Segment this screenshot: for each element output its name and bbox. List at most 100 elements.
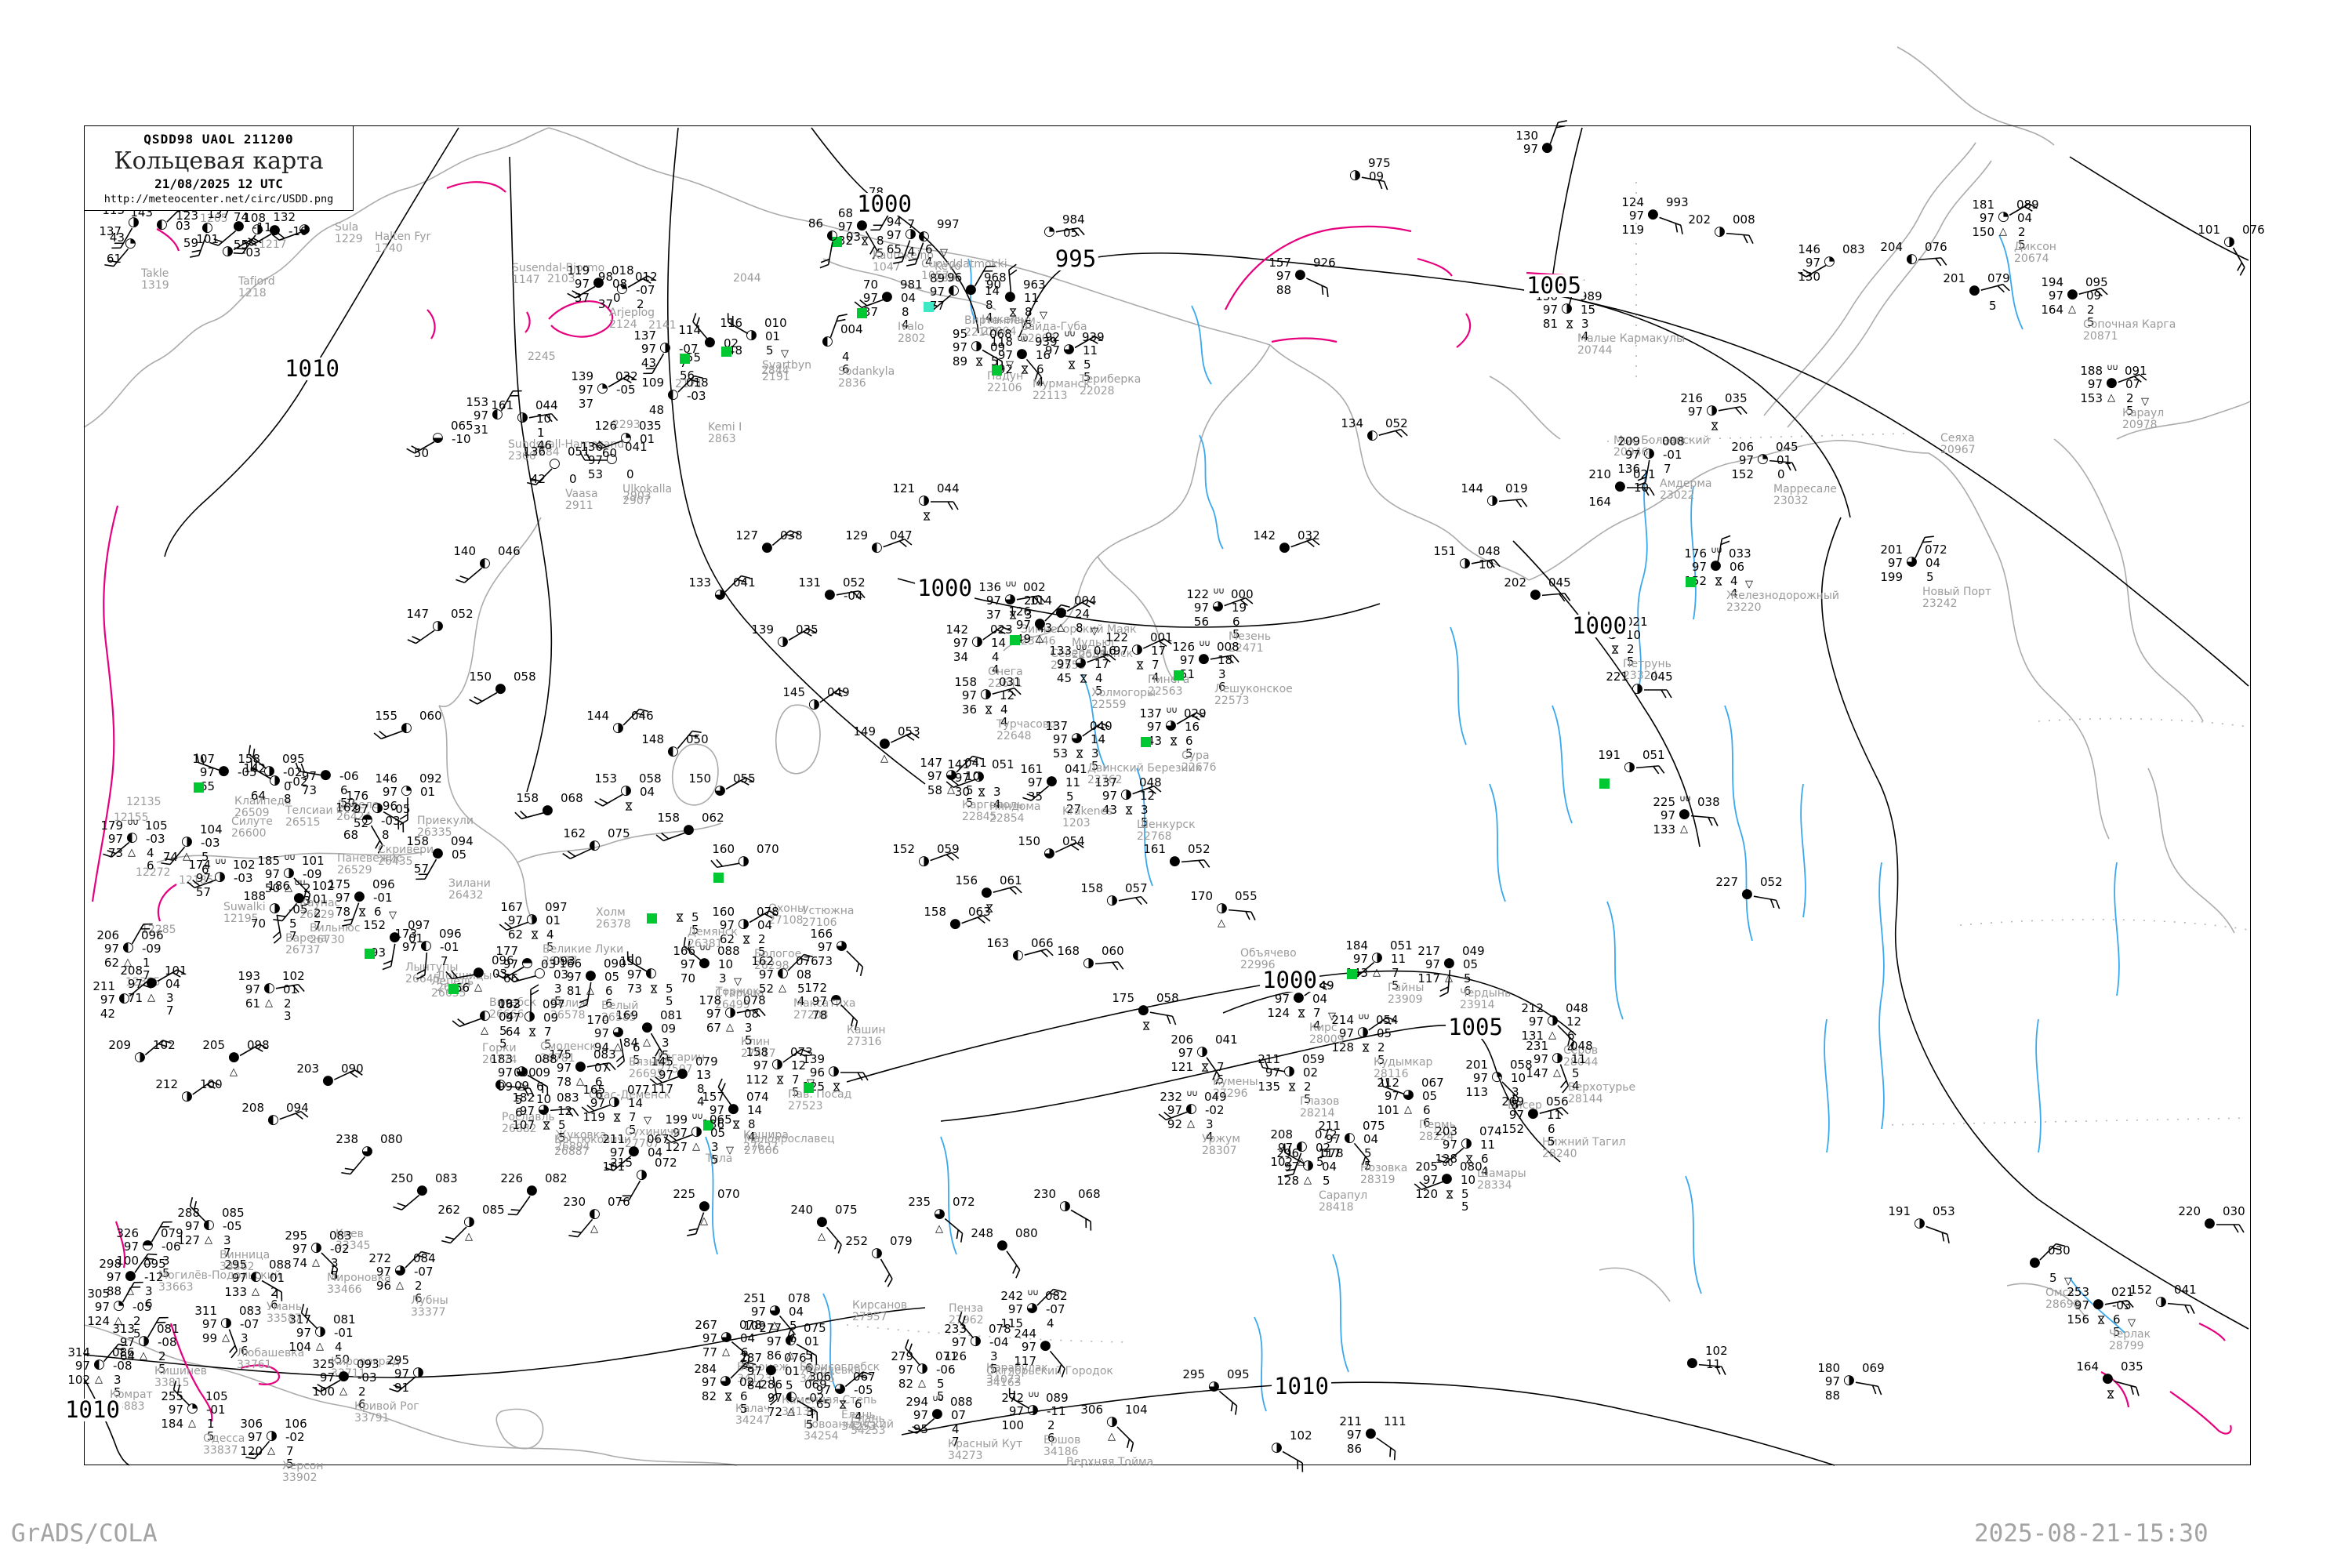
- cloud-amount-value: 8: [902, 305, 909, 319]
- pressure-tendency-value: 01: [546, 913, 561, 927]
- station-name: Виртаниеми: [964, 314, 1036, 327]
- pressure-value: 089: [2016, 198, 2039, 212]
- low-cloud-icon: △: [779, 982, 786, 994]
- pressure-value: 078: [1321, 1146, 1344, 1160]
- visibility-value: 97: [335, 891, 350, 905]
- low-cloud-icon: ⋈: [673, 913, 685, 923]
- precipitation-marker-icon: [713, 873, 724, 883]
- cloud-cover-icon: ◕: [1165, 717, 1177, 733]
- temperature-value: 149: [853, 724, 876, 739]
- pressure-tendency-value: 14: [985, 284, 1000, 298]
- cloud-height-value: 5: [711, 1152, 719, 1167]
- cloud-cover-icon: ◑: [432, 618, 444, 633]
- temperature-value: 147: [920, 756, 942, 770]
- temperature-value: 166: [810, 927, 833, 941]
- dewpoint-value: 74: [162, 850, 178, 864]
- dewpoint-value: 152: [1501, 1122, 1524, 1136]
- precipitation-marker-icon: [1599, 779, 1610, 789]
- cloud-amount-value: 3: [1581, 317, 1589, 331]
- cloud-cover-icon: ◐: [1367, 427, 1378, 443]
- render-timestamp: 2025-08-21-15:30: [1974, 1519, 2209, 1548]
- temperature-value: 295: [1182, 1367, 1205, 1381]
- low-cloud-icon: △: [935, 1223, 943, 1235]
- visibility-value: 97: [758, 967, 774, 982]
- station-id: 23242: [1922, 597, 1958, 610]
- pressure-tendency-value: 08: [744, 1007, 760, 1021]
- pressure-value: 092: [498, 996, 521, 1011]
- station-id: 26432: [448, 889, 484, 902]
- station-name: Сура: [1181, 750, 1210, 762]
- temperature-value: 139: [802, 1052, 825, 1066]
- cloud-cover-icon: ◐: [479, 1007, 491, 1023]
- temperature-value: 121: [892, 481, 915, 495]
- mid-cloud-icon: ∪∪: [932, 1393, 944, 1403]
- pressure-tendency-value: -01: [206, 1403, 226, 1417]
- pressure-value: 093: [357, 1357, 379, 1371]
- pressure-value: 070: [757, 842, 779, 856]
- visibility-value: 97: [753, 1058, 768, 1073]
- cloud-cover-icon: ◐: [492, 406, 503, 422]
- cloud-amount-value: 5: [2049, 1271, 2057, 1285]
- station-name: Vaasa: [565, 488, 598, 500]
- station-name: Новый Порт: [1922, 586, 1992, 598]
- cloud-cover-icon: ●: [233, 218, 245, 234]
- temperature-value: 184: [1345, 938, 1368, 953]
- precipitation-marker-icon: [194, 782, 204, 793]
- station-id: 26515: [285, 816, 321, 829]
- cloud-amount-value: 3: [711, 1140, 719, 1154]
- pressure-value: 102: [233, 858, 256, 872]
- station-name: Чердынь: [1460, 987, 1512, 1000]
- temperature-value: 208: [241, 1101, 264, 1115]
- temperature-value: 305: [87, 1287, 110, 1301]
- cloud-amount-value: 8: [748, 1117, 756, 1131]
- wind-barb-icon: [243, 233, 272, 246]
- pressure-value: 054: [1376, 1013, 1399, 1027]
- pressure-tendency-value: -01: [334, 1326, 354, 1340]
- pressure-tendency-value: 11: [1083, 343, 1098, 358]
- cloud-cover-icon: ◑: [1302, 1157, 1314, 1173]
- dewpoint-value: 64: [250, 789, 266, 803]
- dewpoint-value: 4: [907, 245, 915, 259]
- visibility-value: 97: [951, 1335, 967, 1349]
- temperature-value: 101: [196, 232, 219, 246]
- cloud-cover-icon: ◕: [1075, 655, 1087, 670]
- visibility-value: 97: [1346, 1428, 1362, 1442]
- pressure-value: 032: [615, 369, 638, 383]
- temperature-value: 98: [597, 270, 613, 284]
- pressure-value: 095: [143, 1257, 166, 1271]
- low-cloud-icon: △: [786, 1349, 794, 1361]
- cloud-cover-icon: ●: [228, 1049, 240, 1065]
- pressure-value: 016: [1094, 644, 1116, 658]
- wind-barb-icon: [567, 285, 596, 299]
- temperature-value: 226: [500, 1171, 523, 1185]
- station-id-label: Сеяха 20967: [1940, 432, 1976, 456]
- pressure-tendency-value: 09: [661, 1022, 677, 1036]
- station-name: Железнодорожный: [1726, 590, 1840, 602]
- temperature-value: 191: [1888, 1204, 1911, 1218]
- precipitation-marker-icon: [992, 365, 1002, 376]
- dewpoint-value: 53: [587, 467, 603, 481]
- station-id: 33902: [282, 1472, 318, 1484]
- shower-icon: ▽: [1040, 310, 1047, 321]
- dewpoint-value: 153: [2080, 391, 2103, 405]
- pressure-tendency-value: -03: [201, 836, 220, 850]
- wind-barb-icon: [608, 375, 637, 388]
- station-id: 2836: [838, 377, 866, 390]
- cloud-cover-icon: ◑: [1459, 555, 1471, 571]
- temperature-value: 96: [946, 270, 962, 285]
- cloud-cover-icon: ◑: [1624, 759, 1635, 775]
- wind-barb-icon: [1008, 263, 1018, 293]
- cloud-cover-icon: ◑: [1131, 641, 1143, 657]
- pressure-value: 067: [853, 1370, 876, 1384]
- pressure-tendency-value: 01: [640, 432, 655, 446]
- station-id: 23220: [1726, 601, 1762, 614]
- pressure-value: 926: [1313, 256, 1336, 270]
- cloud-cover-icon: ●: [2029, 1254, 2041, 1270]
- mid-cloud-icon: ∪∪: [1005, 579, 1017, 589]
- visibility-value: 97: [296, 1326, 311, 1340]
- station-name: Сарапул: [1319, 1189, 1368, 1202]
- cloud-cover-icon: ◑: [1706, 402, 1718, 418]
- temperature-value: 134: [1341, 416, 1363, 430]
- cloud-cover-icon: ◑: [973, 768, 985, 784]
